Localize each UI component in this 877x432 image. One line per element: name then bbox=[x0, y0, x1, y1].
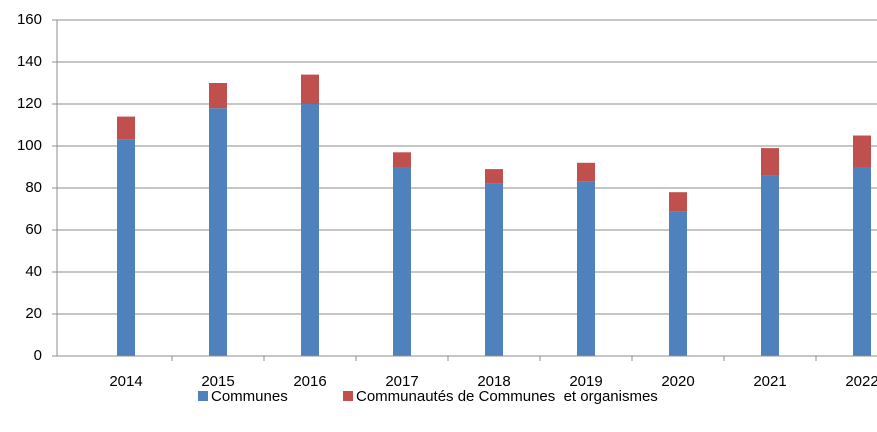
bar-segment bbox=[577, 181, 595, 356]
x-tick-label: 2015 bbox=[201, 373, 234, 390]
x-tick-label: 2020 bbox=[661, 373, 694, 390]
bar-segment bbox=[485, 169, 503, 184]
x-tick-label: 2022 bbox=[845, 373, 877, 390]
bar-segment bbox=[761, 175, 779, 356]
y-tick-label: 20 bbox=[25, 305, 42, 322]
legend-label: Communautés de Communes et organismes bbox=[356, 388, 658, 405]
x-tick-label: 2021 bbox=[753, 373, 786, 390]
y-tick-label: 60 bbox=[25, 221, 42, 238]
x-tick-label: 2019 bbox=[569, 373, 602, 390]
legend-label: Communes bbox=[211, 388, 288, 405]
y-tick-label: 160 bbox=[17, 11, 42, 28]
bar-segment bbox=[761, 148, 779, 176]
bar-segment bbox=[301, 74, 319, 104]
y-tick-label: 0 bbox=[34, 347, 42, 364]
x-tick-label: 2017 bbox=[385, 373, 418, 390]
bar-segment bbox=[393, 167, 411, 356]
y-tick-label: 140 bbox=[17, 53, 42, 70]
bar-segment bbox=[577, 162, 595, 182]
y-tick-label: 40 bbox=[25, 263, 42, 280]
bar-segment bbox=[301, 104, 319, 356]
bar-segment bbox=[117, 116, 135, 140]
y-tick-label: 100 bbox=[17, 137, 42, 154]
bar-segment bbox=[393, 152, 411, 167]
bar-segment bbox=[209, 108, 227, 356]
x-tick-label: 2018 bbox=[477, 373, 510, 390]
legend-swatch bbox=[343, 391, 353, 401]
bar-segment bbox=[485, 183, 503, 356]
x-tick-label: 2014 bbox=[109, 373, 142, 390]
bar-segment bbox=[209, 83, 227, 109]
bar-segment bbox=[853, 135, 871, 167]
bar-segment bbox=[669, 192, 687, 212]
y-tick-label: 80 bbox=[25, 179, 42, 196]
y-tick-label: 120 bbox=[17, 95, 42, 112]
bar-segment bbox=[669, 211, 687, 356]
x-tick-label: 2016 bbox=[293, 373, 326, 390]
bar-segment bbox=[117, 139, 135, 356]
legend-swatch bbox=[198, 391, 208, 401]
bar-segment bbox=[853, 167, 871, 356]
